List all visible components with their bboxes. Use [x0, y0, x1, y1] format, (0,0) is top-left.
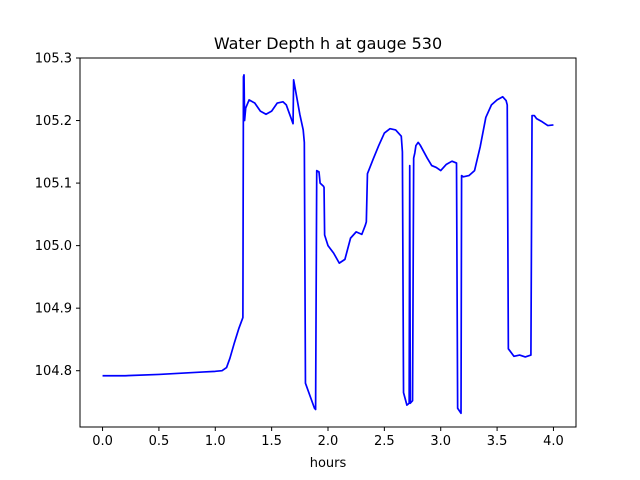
axis-ticks: 0.0 0.5 1.0 1.5 2.0 2.5 3.0 3.5 4.0 104.8 104.9 105… — [35, 52, 564, 450]
x-tick-label: 3.5 — [487, 434, 508, 449]
plot-frame — [79, 57, 577, 428]
x-tick-label: 1.5 — [261, 434, 282, 449]
y-tick-label: 105.0 — [35, 239, 72, 254]
x-tick-label: 0.5 — [149, 434, 170, 449]
y-tick-label: 105.2 — [35, 114, 72, 129]
x-tick-label: 2.0 — [318, 434, 339, 449]
x-tick-label: 4.0 — [543, 434, 564, 449]
x-axis-label: hours — [310, 456, 347, 471]
x-tick-label: 2.5 — [374, 434, 395, 449]
series-line — [102, 74, 554, 415]
x-tick-label: 3.0 — [430, 434, 451, 449]
y-tick-label: 105.1 — [35, 177, 72, 192]
y-tick-label: 104.9 — [35, 302, 72, 317]
x-tick-label: 1.0 — [205, 434, 226, 449]
y-tick-label: 105.3 — [35, 52, 72, 67]
y-tick-label: 104.8 — [35, 364, 72, 379]
chart-title: Water Depth h at gauge 530 — [214, 34, 442, 53]
x-tick-label: 0.0 — [92, 434, 113, 449]
